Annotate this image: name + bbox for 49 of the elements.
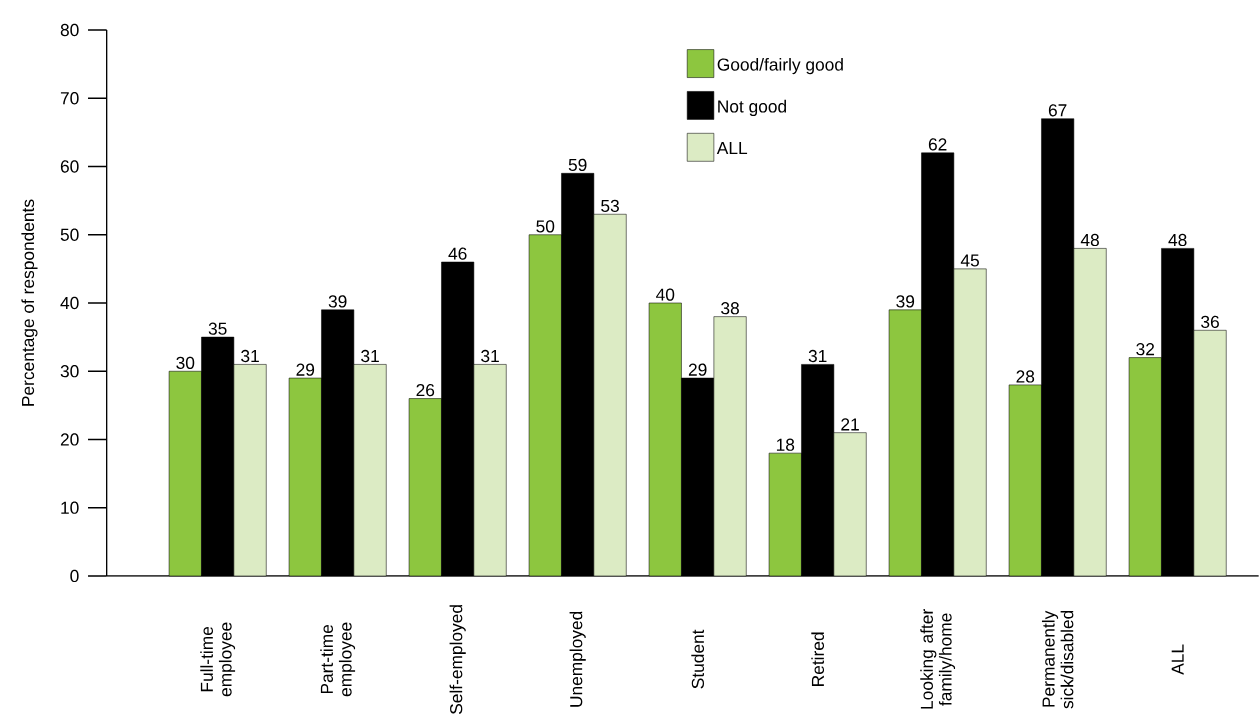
x-tick-label: Self-employed [449, 605, 466, 714]
y-tick-label: 20 [60, 433, 79, 446]
data-label: 46 [448, 247, 467, 260]
y-tick-label: 40 [60, 296, 79, 310]
x-tick-label: Retired [811, 632, 825, 686]
y-tick-label: 80 [60, 23, 79, 37]
data-label: 50 [536, 220, 555, 233]
data-label: 29 [688, 363, 707, 376]
data-label: 38 [721, 302, 739, 315]
y-tick-label: 0 [70, 569, 79, 583]
data-label: 31 [241, 349, 259, 363]
data-label: 45 [960, 254, 979, 267]
legend-label: Good/fairly good [717, 57, 843, 75]
data-label: 39 [896, 295, 915, 308]
data-label: 31 [481, 349, 499, 363]
data-label: 31 [361, 349, 379, 363]
data-label: 53 [601, 199, 619, 212]
x-tick-label: ALL [1171, 644, 1184, 675]
data-label: 35 [208, 322, 227, 335]
data-label: 30 [176, 356, 195, 369]
data-label: 40 [656, 288, 675, 301]
data-label: 32 [1136, 343, 1155, 356]
y-tick-label: 60 [60, 160, 79, 173]
x-tick-label: Part-time employee [320, 622, 356, 697]
data-label: 59 [568, 158, 587, 172]
data-label: 29 [296, 363, 315, 376]
y-tick-label: 30 [60, 365, 79, 378]
y-tick-label: 50 [60, 228, 79, 241]
x-tick-label: Looking after family/home [920, 609, 956, 709]
data-label: 39 [328, 295, 347, 308]
x-tick-label: Unemployed [569, 611, 586, 707]
x-tick-label: Permanently sick/disabled [1041, 610, 1074, 709]
x-tick-label: Student [691, 629, 705, 689]
y-tick-label: 70 [60, 92, 79, 105]
data-label: 67 [1048, 104, 1067, 117]
x-tick-label: Full-time employee [200, 622, 236, 697]
y-axis-title: Percentage of respondents [21, 199, 38, 406]
data-label: 62 [928, 138, 947, 151]
data-label: 31 [808, 349, 827, 363]
legend-label: ALL [716, 142, 748, 154]
data-label: 48 [1080, 233, 1099, 247]
y-tick-label: 10 [61, 501, 79, 514]
data-label: 36 [1201, 315, 1219, 329]
legend-label: Not good [718, 99, 787, 117]
data-label: 18 [776, 438, 795, 451]
data-label: 28 [1016, 370, 1035, 383]
data-label: 48 [1168, 233, 1187, 247]
data-label: 26 [416, 384, 435, 397]
data-label: 21 [841, 418, 859, 431]
